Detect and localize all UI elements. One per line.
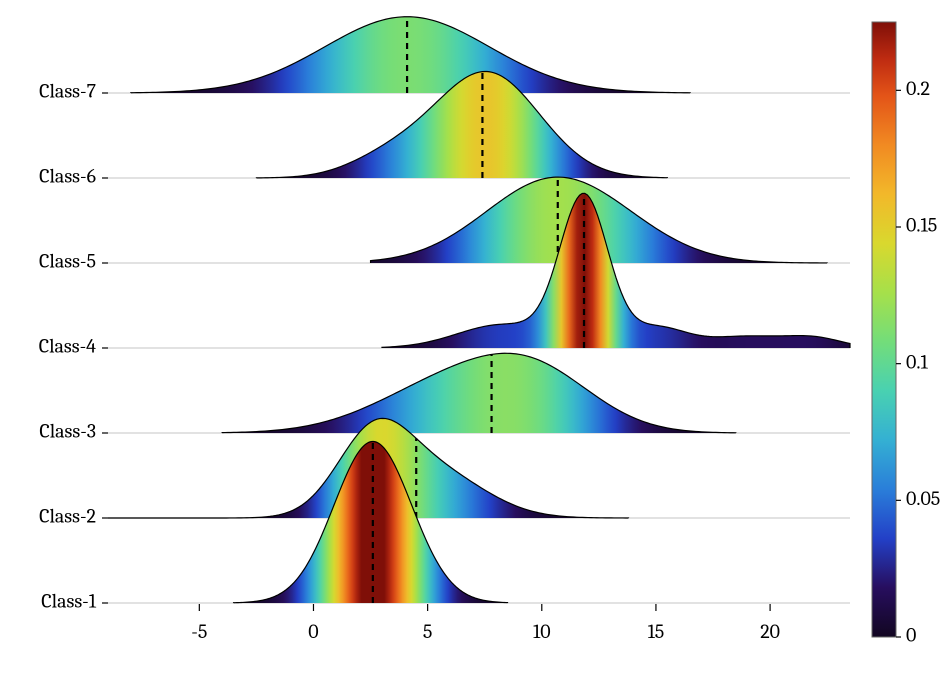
y-axis: Class-1 Class-2 Class-3 Class-4 Class-5 Class… (39, 80, 108, 613)
colorbar-tick-label: 0.05 (906, 487, 940, 510)
colorbar-tick-label: 0.1 (906, 350, 928, 373)
ridge-fill (234, 442, 508, 604)
ridge-class-3 (222, 353, 736, 433)
colorbar-tick-label: 0.15 (906, 214, 937, 237)
ridge-fill (131, 17, 690, 93)
ridgeline-chart: -505101520Class-1Class-2Class-3Class-4Cl… (0, 0, 950, 691)
y-category-label: Class-3 (39, 420, 96, 443)
ridge-class-7 (131, 17, 690, 93)
x-tick-label: 10 (533, 620, 551, 643)
x-axis: -5 0 5 10 15 20 (191, 604, 780, 643)
y-category-label: Class-7 (39, 80, 96, 103)
x-tick-label: 5 (423, 620, 433, 643)
x-tick-label: -5 (191, 620, 207, 643)
x-tick-label: 0 (308, 620, 318, 643)
ridge-class-1 (234, 442, 508, 604)
x-tick-label: 15 (648, 620, 665, 643)
y-category-label: Class-5 (39, 250, 96, 273)
ridge-fill (222, 353, 736, 433)
y-category-label: Class-1 (41, 590, 96, 613)
y-category-label: Class-2 (39, 505, 96, 528)
colorbar-tick-label: 0 (906, 624, 916, 647)
y-category-label: Class-6 (39, 165, 96, 188)
x-tick-label: 20 (760, 620, 780, 643)
colorbar-tick-label: 0.2 (906, 77, 930, 100)
colorbar: 0 0.05 0.1 0.15 0.2 (872, 22, 940, 647)
y-category-label: Class-4 (39, 335, 96, 358)
